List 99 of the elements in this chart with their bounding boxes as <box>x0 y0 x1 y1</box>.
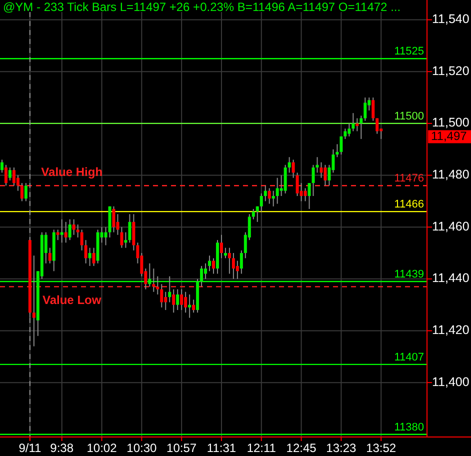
candlestick <box>32 255 36 347</box>
ref-line-label: 11466 <box>394 198 424 211</box>
x-tick-label: 10:02 <box>86 441 118 456</box>
candlestick <box>92 247 96 266</box>
candlestick <box>132 214 136 251</box>
x-tick-label: 13:23 <box>326 441 357 456</box>
candlestick <box>276 177 279 204</box>
candlestick <box>180 288 184 311</box>
candlestick <box>308 182 311 210</box>
ref-line-label: 11500 <box>394 110 424 122</box>
y-tick-label: 11,500 <box>432 116 470 130</box>
candlestick <box>344 128 347 140</box>
candlestick <box>264 185 267 202</box>
y-tick-label: 11,480 <box>432 168 470 182</box>
ref-line-label: 11407 <box>394 351 424 364</box>
candlestick <box>188 294 192 318</box>
candlestick <box>256 206 259 222</box>
candlestick <box>184 291 188 314</box>
annotation: Value High <box>41 164 103 179</box>
candlestick <box>24 182 28 202</box>
candlestick <box>20 182 24 202</box>
x-tick-label: 12:11 <box>246 441 276 456</box>
text: 11,497 <box>431 128 468 143</box>
candlestick <box>364 97 367 122</box>
ref-line-label: 11439 <box>394 268 424 281</box>
candlestick <box>284 164 287 194</box>
candlestick <box>324 164 327 186</box>
y-tick-label: 11,400 <box>432 374 470 389</box>
candlestick <box>220 234 223 259</box>
candlestick <box>72 218 76 236</box>
candlestick <box>84 240 88 264</box>
candlestick <box>340 136 343 156</box>
candlestick <box>0 159 4 174</box>
candlestick <box>4 164 8 186</box>
candlestick <box>200 265 204 288</box>
candlestick <box>204 262 208 280</box>
ref-line-label: 11525 <box>394 46 424 58</box>
x-tick-label: 9/11 <box>18 441 42 456</box>
candlestick <box>176 288 180 311</box>
candlestick <box>208 255 212 272</box>
annotation: Value Low <box>42 292 102 307</box>
y-tick-label: 11,540 <box>432 12 470 26</box>
candlestick <box>160 284 164 308</box>
candlestick <box>48 247 52 264</box>
candlestick <box>312 164 315 196</box>
candlestick <box>64 221 68 244</box>
x-tick-label: 9:38 <box>50 441 74 456</box>
candlestick <box>268 188 271 204</box>
x-tick-label: 13:52 <box>366 441 396 456</box>
candlestick <box>88 247 92 266</box>
candlestick <box>232 252 235 280</box>
candlestick <box>348 122 351 137</box>
candlestick <box>296 172 299 196</box>
x-tick-label: 12:45 <box>286 441 317 456</box>
candlestick <box>168 276 172 303</box>
candlestick <box>56 229 60 241</box>
candlestick <box>68 218 72 241</box>
candlestick <box>8 166 12 181</box>
candlestick <box>164 291 168 311</box>
candlestick <box>224 247 227 259</box>
candlestick <box>356 118 359 132</box>
candlestick <box>212 258 215 274</box>
y-tick-label: 11,440 <box>432 271 470 286</box>
candlestick <box>156 276 160 295</box>
x-tick-label: 10:57 <box>166 441 197 456</box>
candlestick <box>336 144 339 158</box>
candlestick <box>172 288 176 314</box>
candlestick <box>112 206 116 233</box>
candlestick <box>76 224 80 238</box>
candlestick <box>192 299 196 314</box>
candlestick <box>288 156 291 174</box>
candlestick <box>376 118 379 134</box>
candlestick <box>304 188 307 202</box>
candlestick <box>228 247 231 274</box>
candlestick <box>292 159 295 178</box>
y-tick-label: 11,520 <box>432 64 470 78</box>
candlestick <box>372 97 375 122</box>
candlestick <box>352 112 355 132</box>
candlestick <box>360 115 363 140</box>
x-tick-label: 10:30 <box>126 441 158 456</box>
candlestick <box>128 214 132 244</box>
candlestick <box>60 218 64 244</box>
candlestick <box>80 229 84 251</box>
candlestick <box>12 166 16 186</box>
x-tick-label: 11:31 <box>206 441 236 456</box>
candlestick <box>120 226 124 248</box>
candlestick <box>148 262 152 288</box>
candlestick <box>252 208 255 220</box>
candlestick <box>152 268 156 292</box>
chart-title: @YM - 233 Tick Bars L=11497 +26 +0.23% B=11496 A=11497 O=11472 ... <box>3 0 401 14</box>
y-tick-label: 11,460 <box>432 219 470 234</box>
candlestick <box>236 260 239 280</box>
candlestick <box>272 190 275 207</box>
y-tick-label: 11,420 <box>432 323 470 338</box>
ref-line-label: 11476 <box>394 172 424 185</box>
candlestick <box>240 250 243 274</box>
candlestick <box>124 232 128 248</box>
candlestick <box>260 192 263 212</box>
ref-line-label: 11380 <box>394 421 424 434</box>
